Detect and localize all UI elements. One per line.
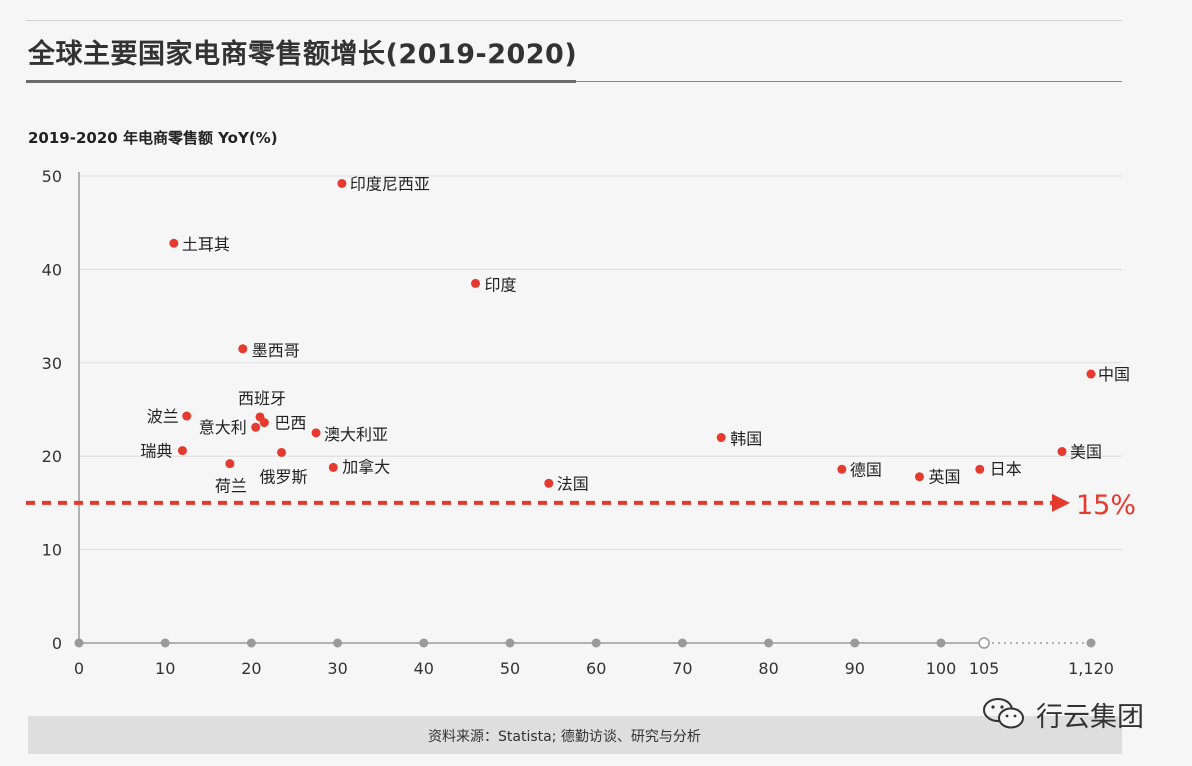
data-point: [225, 459, 235, 469]
x-tick-marker: [160, 638, 170, 648]
data-point-label: 美国: [1070, 443, 1102, 462]
data-point-label: 韩国: [730, 430, 762, 449]
x-tick-marker: [74, 638, 84, 648]
data-point-label: 巴西: [274, 414, 306, 433]
x-tick-marker: [1086, 638, 1096, 648]
data-point: [328, 462, 338, 472]
data-point: [238, 344, 248, 354]
data-point: [251, 422, 261, 432]
x-tick-marker: [850, 638, 860, 648]
x-tick-label: 105: [969, 659, 1000, 678]
data-point: [1086, 369, 1096, 379]
y-tick-label: 0: [52, 634, 62, 653]
data-point-label: 加拿大: [342, 457, 390, 476]
x-tick-label: 80: [758, 659, 778, 678]
data-point: [975, 464, 985, 474]
x-tick-label: 40: [414, 659, 434, 678]
title-underline: [26, 80, 576, 83]
data-point: [182, 411, 192, 421]
data-point-label: 俄罗斯: [260, 467, 308, 486]
x-tick-label: 10: [155, 659, 175, 678]
data-point: [177, 446, 187, 456]
data-point: [337, 178, 347, 188]
data-point-label: 德国: [850, 460, 882, 479]
brand-watermark: 行云集团: [982, 694, 1144, 734]
x-tick-label: 90: [845, 659, 865, 678]
x-tick-label: 20: [241, 659, 261, 678]
x-tick-marker: [419, 638, 429, 648]
data-point: [471, 278, 481, 288]
source-footer: 资料来源：Statista; 德勤访谈、研究与分析: [28, 716, 1122, 754]
scatter-chart: 0 10 20 30 40 50 0 10 20 30 40 50 60 70 80 90 100 105 1,12…: [26, 167, 1136, 678]
data-point-label: 日本: [990, 459, 1022, 478]
x-tick-label: 0: [74, 659, 84, 678]
data-point-label: 意大利: [199, 418, 247, 437]
y-tick-label: 40: [42, 260, 62, 279]
data-point: [277, 447, 287, 457]
data-point: [259, 418, 269, 428]
data-point-label: 荷兰: [215, 477, 247, 496]
x-tick-marker: [677, 638, 687, 648]
y-tick-label: 20: [42, 447, 62, 466]
y-tick-label: 50: [42, 167, 62, 186]
x-tick-marker: [505, 638, 515, 648]
x-tick-marker: [333, 638, 343, 648]
data-point-label: 英国: [928, 468, 960, 487]
data-point: [169, 238, 179, 248]
page-title: 全球主要国家电商零售额增长(2019-2020): [28, 39, 578, 70]
top-rule: [26, 20, 1122, 21]
data-point-label: 法国: [557, 474, 589, 493]
data-point-label: 中国: [1098, 365, 1130, 384]
x-tick-label: 60: [586, 659, 606, 678]
x-tick-marker: [246, 638, 256, 648]
threshold-arrow: [1052, 493, 1070, 512]
data-point-label: 印度: [485, 275, 517, 294]
source-text: 资料来源：Statista; 德勤访谈、研究与分析: [428, 729, 701, 745]
data-point-label: 澳大利亚: [324, 425, 388, 444]
threshold-label: 15%: [1076, 490, 1136, 521]
data-point: [914, 472, 924, 482]
x-tick-marker: [978, 637, 990, 649]
y-tick-label: 10: [42, 541, 62, 560]
data-point-label: 波兰: [147, 407, 179, 426]
data-point-label: 西班牙: [238, 389, 286, 408]
y-axis-label: 2019-2020 年电商零售额 YoY(%): [28, 129, 278, 147]
x-tick-label: 70: [672, 659, 692, 678]
data-point-label: 土耳其: [182, 235, 230, 254]
y-tick-label: 30: [42, 354, 62, 373]
wechat-icon: [983, 698, 1024, 729]
data-point-label: 印度尼西亚: [350, 174, 430, 193]
x-tick-label: 1,120: [1068, 659, 1114, 678]
data-point: [1057, 447, 1067, 457]
brand-name: 行云集团: [1036, 701, 1144, 733]
data-point-label: 墨西哥: [252, 341, 300, 360]
x-tick-marker: [936, 638, 946, 648]
data-point: [544, 478, 554, 488]
data-point: [311, 428, 321, 438]
x-tick-label: 100: [926, 659, 957, 678]
x-tick-label: 50: [500, 659, 520, 678]
data-point: [716, 433, 726, 443]
data-point: [837, 464, 847, 474]
header-rule: [576, 81, 1122, 82]
data-point-label: 瑞典: [140, 442, 172, 461]
x-tick-label: 30: [327, 659, 347, 678]
x-tick-marker: [591, 638, 601, 648]
x-tick-marker: [764, 638, 774, 648]
